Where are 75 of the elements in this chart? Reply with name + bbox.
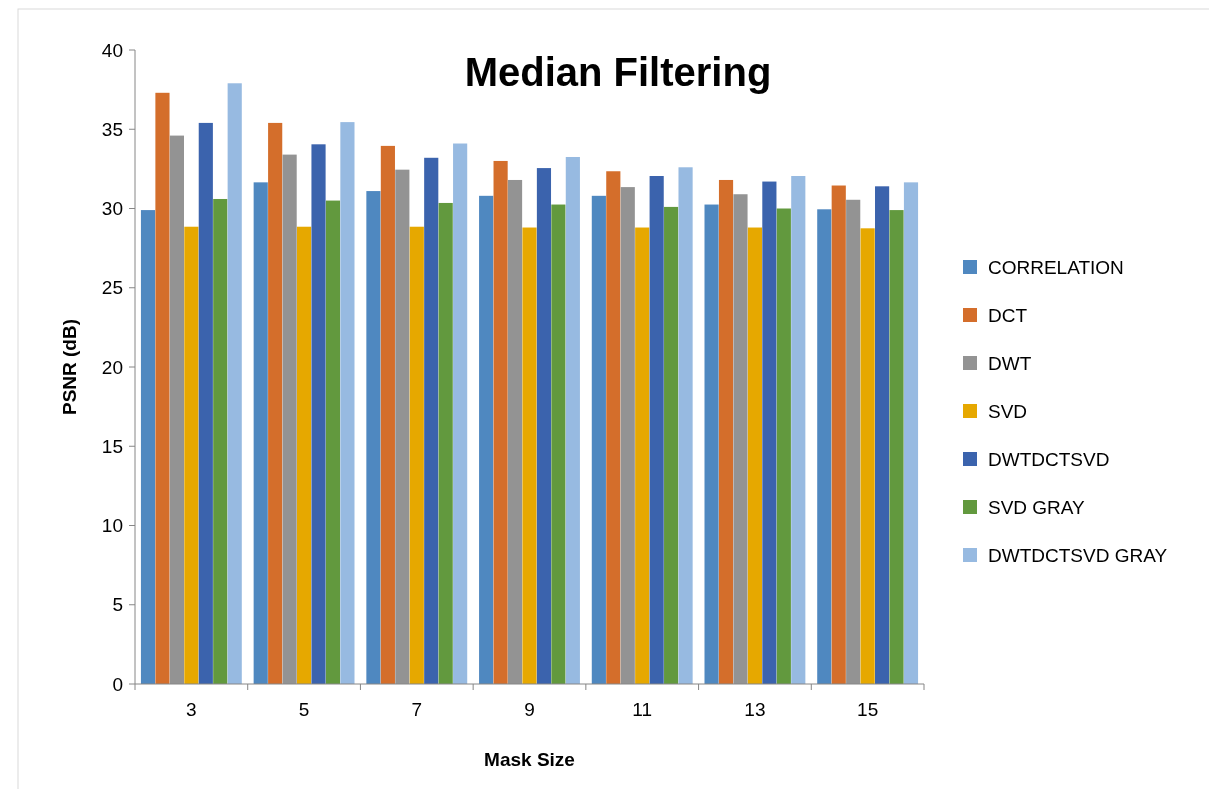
bar [453,143,468,684]
bar [718,179,734,684]
x-tick-label: 13 [744,699,766,720]
y-tick-label: 25 [101,277,123,299]
bar [776,208,791,684]
bar [340,122,355,684]
bar [253,182,268,684]
bar [620,187,635,684]
bar [762,181,777,684]
bar [311,144,326,684]
y-tick-label: 0 [112,673,123,695]
bar [227,83,242,684]
bar [889,210,904,684]
bar [296,226,312,684]
bar [155,92,170,684]
chart-title: Median Filtering [464,50,772,94]
legend-label: CORRELATION [988,256,1124,278]
legend-label: DCT [988,304,1028,326]
x-axis-title: Mask Size [484,749,575,770]
bar [649,176,664,684]
bar [268,122,283,684]
bar [860,228,875,684]
bar [507,179,523,684]
x-tick-label: 3 [186,699,197,720]
y-tick-label: 15 [101,435,123,457]
bar [606,171,621,684]
bar [409,226,424,684]
bar [140,210,156,684]
x-tick-label: 11 [632,699,653,720]
bar [875,186,890,684]
x-tick-label: 15 [857,699,879,720]
bar [551,204,566,684]
y-axis-title: PSNR (dB) [59,318,80,416]
bar [791,176,806,684]
x-tick-label: 7 [411,699,423,720]
bar [565,156,580,684]
bar [395,169,410,684]
bar [479,195,494,684]
bar [903,182,919,684]
bar [733,194,748,684]
bar [213,198,228,684]
bar [184,226,199,684]
bar [169,135,184,684]
bar [678,167,693,684]
bar [591,195,606,684]
bar [536,168,552,684]
bar [817,209,832,684]
legend-label: SVD GRAY [988,496,1086,518]
bar [366,191,381,684]
y-tick-label: 10 [101,515,123,537]
legend-label: DWT [988,352,1032,374]
legend-label: DWTDCTSVD [988,448,1110,470]
bar [664,206,679,684]
bar [846,199,861,684]
y-tick-label: 30 [101,198,123,220]
bar [747,227,763,684]
bar [704,204,719,684]
bar [831,185,846,684]
bar [493,160,508,684]
y-tick-label: 5 [112,594,123,616]
bar [325,200,341,684]
x-tick-label: 5 [298,699,310,720]
bar [424,157,439,684]
bar [635,227,650,684]
bar [522,227,537,684]
bar [438,202,453,684]
legend-label: SVD [988,400,1028,422]
x-tick-label: 9 [524,699,535,720]
y-tick-label: 40 [101,39,123,61]
bar [380,145,395,684]
y-tick-label: 20 [101,356,123,378]
bar [198,122,213,684]
legend-label: DWTDCTSVD GRAY [988,544,1168,566]
bar [282,154,297,684]
y-tick-label: 35 [101,118,123,140]
